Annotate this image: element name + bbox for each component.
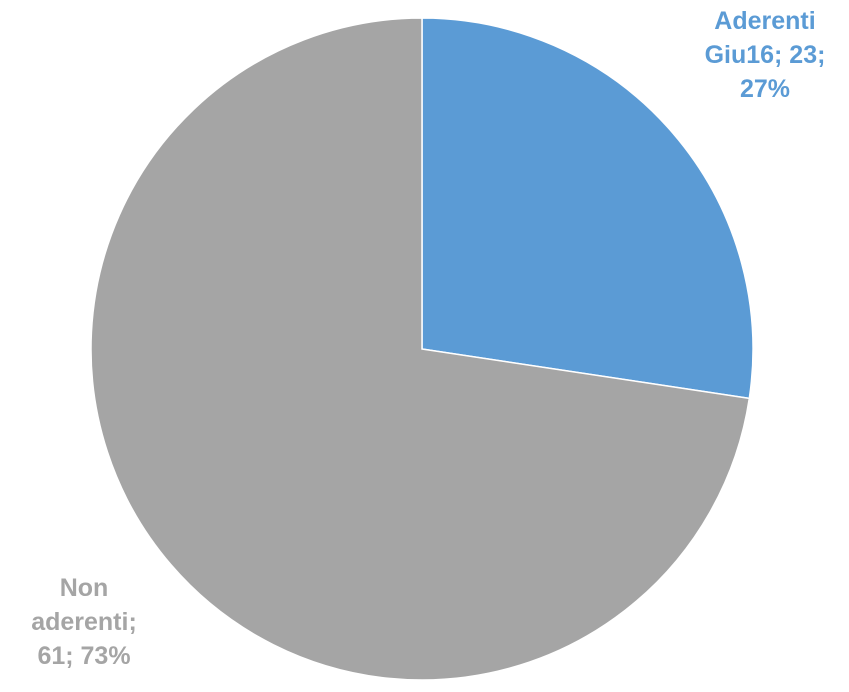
data-label-non-aderenti-line-2: aderenti; [31, 608, 137, 636]
data-label-aderenti-line-2: Giu16; 23; [704, 41, 826, 69]
data-label-aderenti-line-1: Aderenti [714, 7, 816, 35]
data-label-non-aderenti: Non aderenti; 61; 73% [14, 571, 154, 673]
data-label-non-aderenti-line-1: Non [59, 574, 109, 602]
pie-slice-non-aderenti [90, 17, 751, 681]
data-label-non-aderenti-line-3: 61; 73% [37, 642, 131, 670]
data-label-aderenti-line-3: 27% [739, 75, 791, 103]
pie-slice-aderenti-giu16 [421, 17, 754, 400]
data-label-aderenti: Aderenti Giu16; 23; 27% [690, 4, 840, 106]
